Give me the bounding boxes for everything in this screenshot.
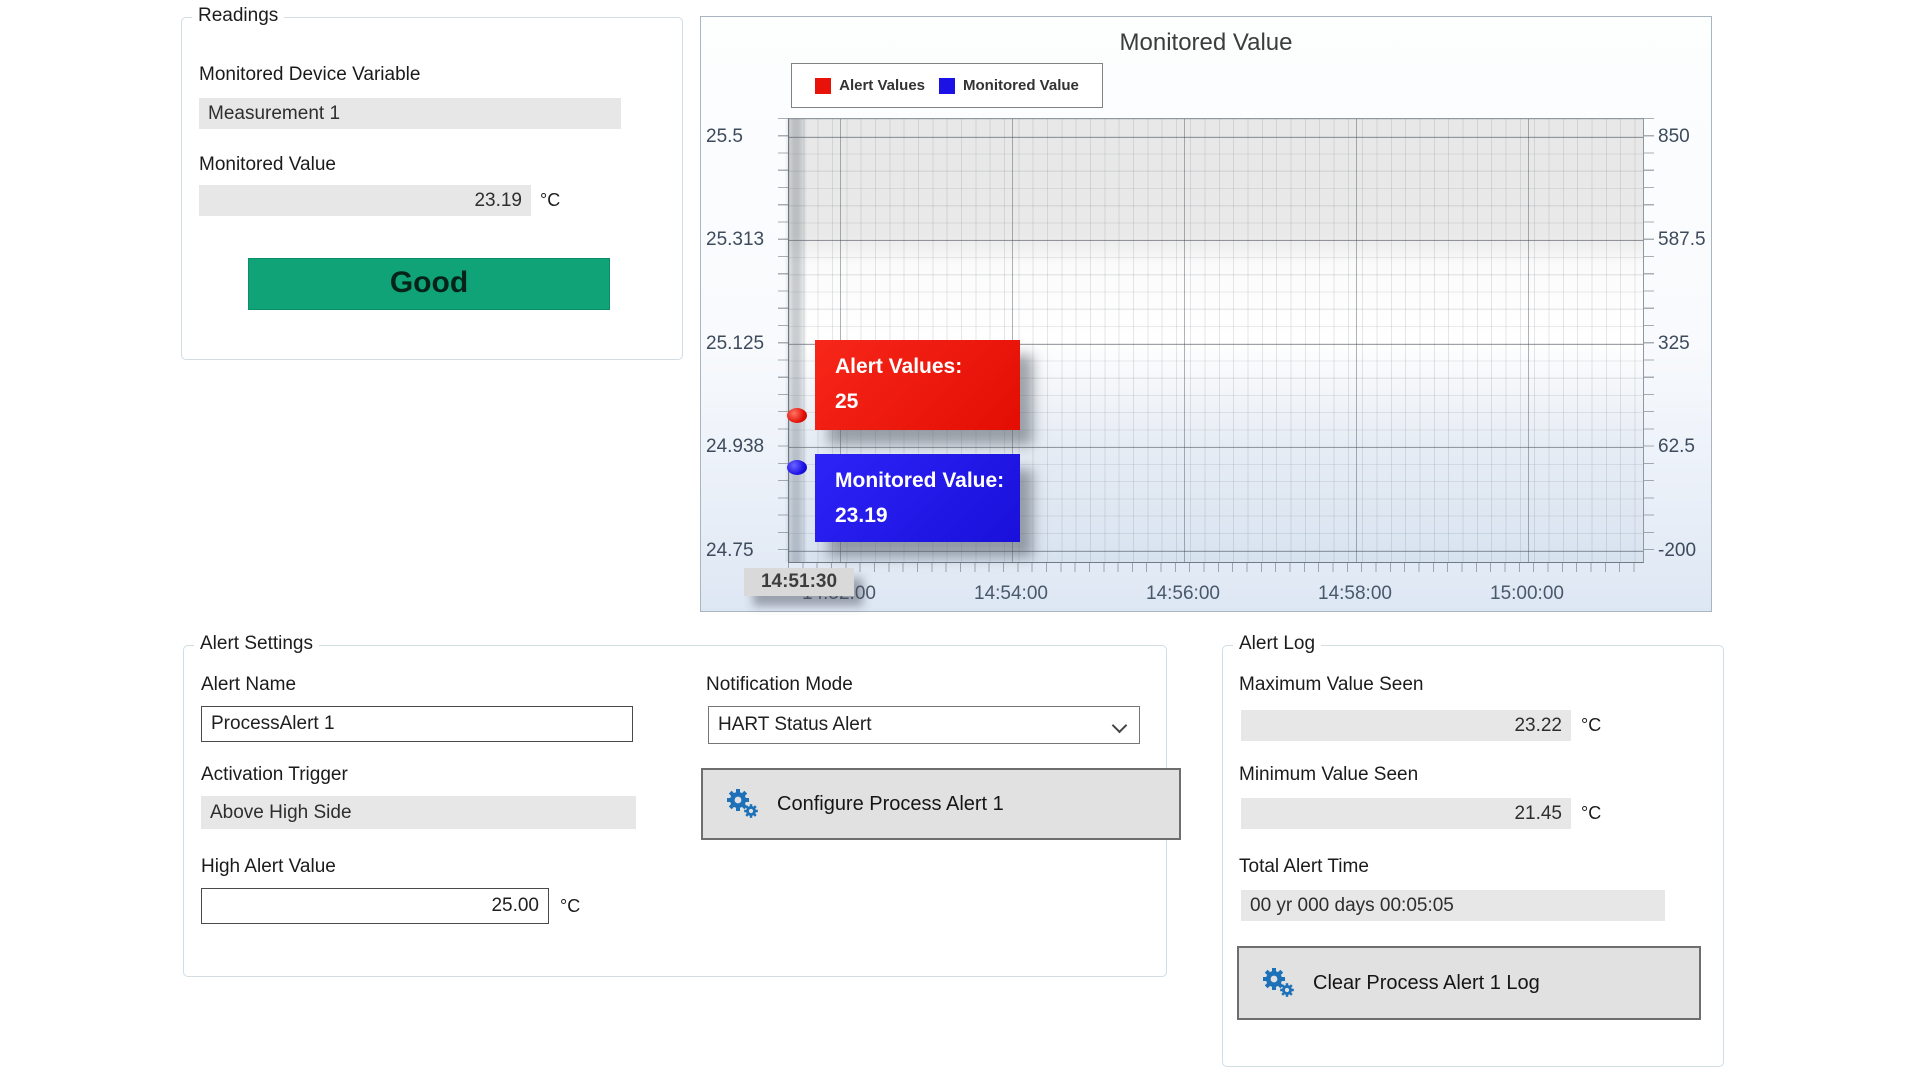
chart-title: Monitored Value bbox=[1119, 29, 1293, 56]
legend-item-alert-values: Alert Values bbox=[815, 77, 925, 94]
left-axis-tick: 25.125 bbox=[706, 333, 765, 354]
right-axis-tick: 587.5 bbox=[1658, 229, 1706, 250]
clear-button-label: Clear Process Alert 1 Log bbox=[1313, 971, 1540, 994]
monitored-value-chart: Monitored Value Alert Values Monitored V… bbox=[700, 16, 1712, 612]
minimum-value-seen-unit: °C bbox=[1581, 803, 1602, 823]
alert-settings-group-title: Alert Settings bbox=[194, 633, 319, 655]
gridline bbox=[789, 240, 1643, 241]
clear-process-alert-log-button[interactable]: Clear Process Alert 1 Log bbox=[1237, 946, 1701, 1020]
monitored-value-swatch-icon bbox=[939, 77, 956, 94]
gridline bbox=[789, 447, 1643, 448]
minimum-value-seen-label: Minimum Value Seen bbox=[1239, 764, 1419, 785]
cursor-time-tooltip: 14:51:30 bbox=[744, 568, 854, 596]
maximum-value-seen-label: Maximum Value Seen bbox=[1239, 674, 1424, 695]
monitored-value-tooltip-label: Monitored Value: bbox=[835, 469, 1005, 492]
gears-icon bbox=[1263, 968, 1294, 997]
left-axis-tick: 24.938 bbox=[706, 436, 765, 457]
x-axis-tick: 14:54:00 bbox=[974, 583, 1048, 604]
status-badge: Good bbox=[248, 258, 610, 310]
readings-group: Readings Monitored Device Variable Measu… bbox=[181, 5, 683, 360]
left-axis-ticks bbox=[778, 118, 788, 563]
legend-alert-values-label: Alert Values bbox=[839, 77, 926, 94]
monitored-device-variable-label: Monitored Device Variable bbox=[199, 64, 421, 85]
alert-name-input[interactable]: ProcessAlert 1 bbox=[201, 706, 633, 742]
right-axis-tick: 62.5 bbox=[1658, 436, 1695, 457]
right-axis-tick: 325 bbox=[1658, 333, 1690, 354]
alert-values-tooltip: Alert Values: 25 bbox=[815, 340, 1020, 430]
gears-icon bbox=[727, 789, 758, 818]
alert-name-label: Alert Name bbox=[201, 674, 297, 695]
alert-values-tooltip-label: Alert Values: bbox=[835, 355, 963, 378]
gridline bbox=[789, 137, 1643, 138]
gridline bbox=[1184, 119, 1185, 562]
total-alert-time-field: 00 yr 000 days 00:05:05 bbox=[1241, 890, 1665, 921]
right-axis-tick: 850 bbox=[1658, 126, 1690, 147]
monitored-value-unit: °C bbox=[540, 190, 561, 210]
alert-values-point bbox=[787, 408, 807, 423]
notification-mode-value: HART Status Alert bbox=[718, 714, 872, 735]
legend-item-monitored-value: Monitored Value bbox=[939, 77, 1079, 94]
high-alert-value-input[interactable]: 25.00 bbox=[201, 888, 549, 924]
alert-values-tooltip-value: 25 bbox=[835, 390, 859, 413]
alert-settings-group: Alert Settings Alert Name ProcessAlert 1… bbox=[183, 633, 1181, 977]
gridline bbox=[789, 551, 1643, 552]
right-axis-tick: -200 bbox=[1658, 540, 1697, 561]
monitored-value-tooltip: Monitored Value: 23.19 bbox=[815, 454, 1020, 542]
legend-monitored-value-label: Monitored Value bbox=[963, 77, 1079, 94]
alert-log-group: Alert Log Maximum Value Seen 23.22 °C Mi… bbox=[1222, 633, 1724, 1067]
gridline bbox=[789, 344, 1643, 345]
gridline bbox=[1528, 119, 1529, 562]
high-alert-value-unit: °C bbox=[560, 896, 581, 916]
notification-mode-select[interactable]: HART Status Alert bbox=[708, 706, 1140, 744]
gridline bbox=[1356, 119, 1357, 562]
monitored-value-tooltip-value: 23.19 bbox=[835, 504, 888, 527]
high-alert-value-label: High Alert Value bbox=[201, 856, 336, 877]
maximum-value-seen-unit: °C bbox=[1581, 715, 1602, 735]
readings-group-title: Readings bbox=[192, 5, 285, 27]
configure-button-label: Configure Process Alert 1 bbox=[777, 792, 1004, 815]
chart-plot-area[interactable]: Alert Values: 25 Monitored Value: 23.19 bbox=[785, 118, 1644, 563]
monitored-value-label: Monitored Value bbox=[199, 154, 336, 175]
maximum-value-seen-field: 23.22 bbox=[1241, 710, 1571, 741]
notification-mode-label: Notification Mode bbox=[706, 674, 853, 695]
alert-values-swatch-icon bbox=[815, 77, 832, 94]
monitored-value-field: 23.19 bbox=[199, 185, 531, 216]
left-axis-tick: 24.75 bbox=[706, 540, 754, 561]
total-alert-time-label: Total Alert Time bbox=[1239, 856, 1369, 877]
minimum-value-seen-field: 21.45 bbox=[1241, 798, 1571, 829]
x-axis-tick: 14:56:00 bbox=[1146, 583, 1220, 604]
monitored-value-point bbox=[787, 460, 807, 475]
chevron-down-icon bbox=[1111, 717, 1128, 734]
x-axis-ticks bbox=[788, 563, 1644, 572]
x-axis-tick: 15:00:00 bbox=[1490, 583, 1564, 604]
monitored-device-variable-field: Measurement 1 bbox=[199, 98, 621, 129]
alert-log-group-title: Alert Log bbox=[1233, 633, 1322, 655]
chart-legend: Alert Values Monitored Value bbox=[791, 63, 1103, 108]
activation-trigger-label: Activation Trigger bbox=[201, 764, 348, 785]
left-axis-tick: 25.5 bbox=[706, 126, 743, 147]
chart-cursor-column bbox=[785, 119, 807, 562]
x-axis-tick: 14:58:00 bbox=[1318, 583, 1392, 604]
activation-trigger-field: Above High Side bbox=[201, 796, 636, 829]
left-axis-tick: 25.313 bbox=[706, 229, 765, 250]
configure-process-alert-button[interactable]: Configure Process Alert 1 bbox=[701, 768, 1181, 840]
right-axis-ticks bbox=[1644, 118, 1654, 563]
